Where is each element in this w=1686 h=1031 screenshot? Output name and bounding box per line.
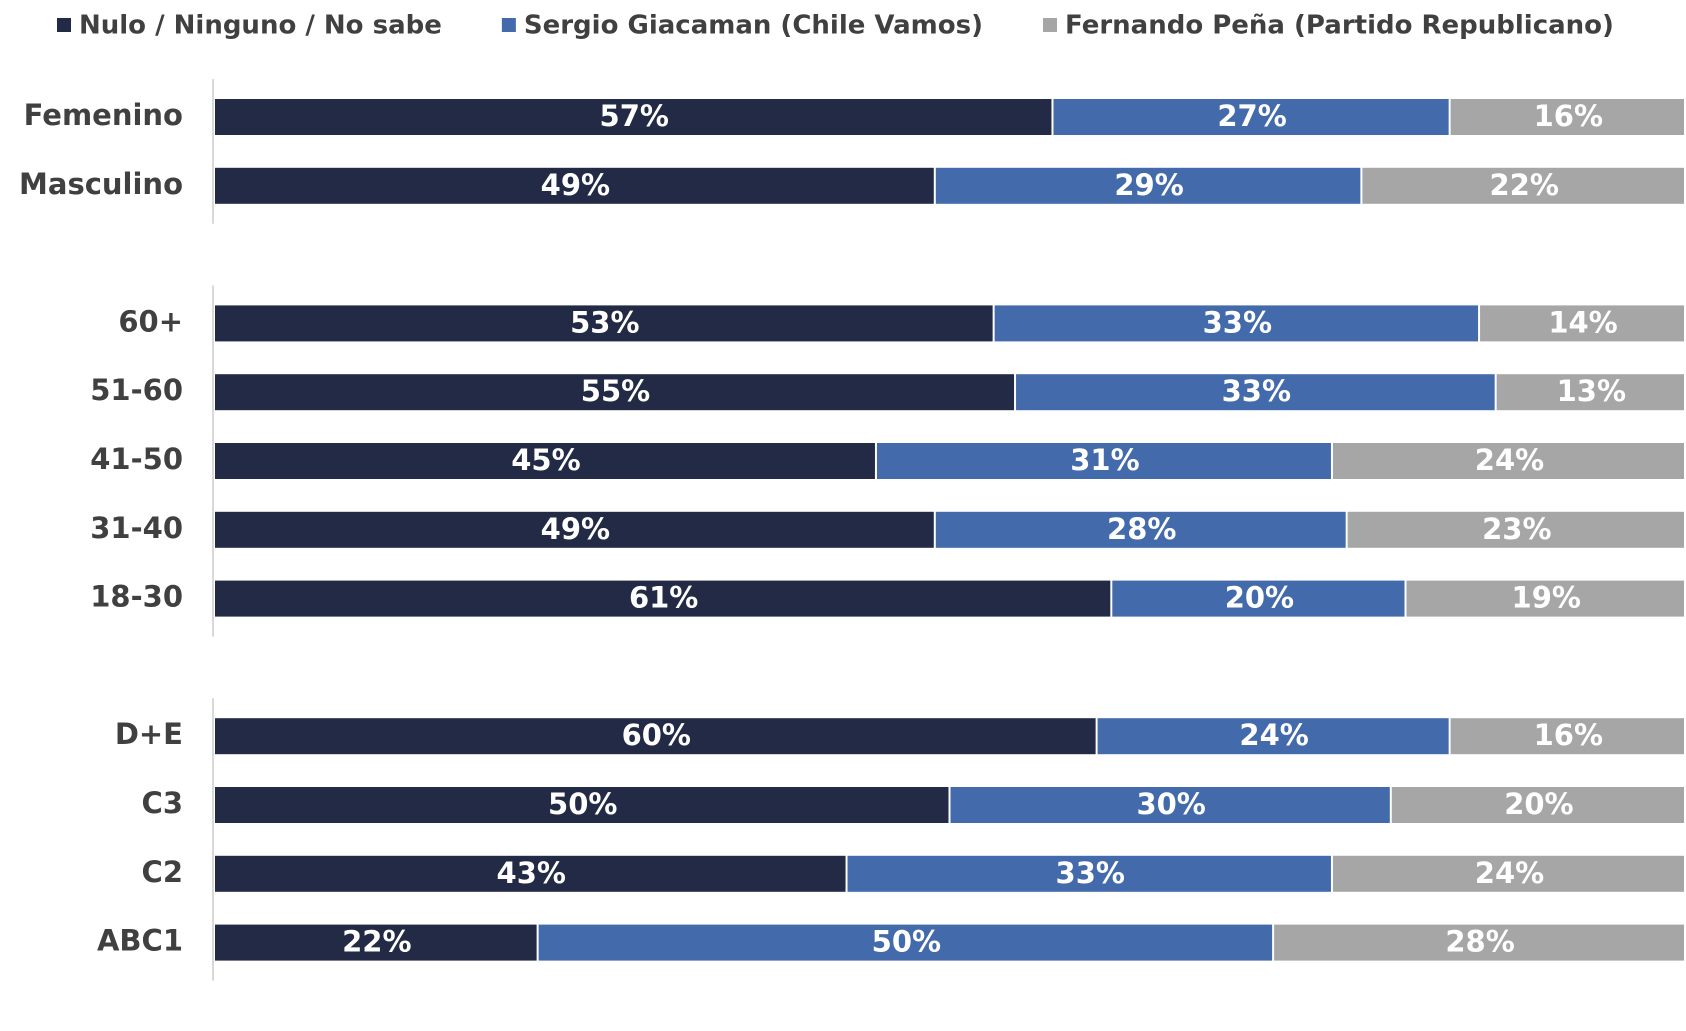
bar-segment [215, 855, 846, 892]
data-label: 49% [541, 512, 610, 546]
data-label: 22% [1489, 168, 1558, 202]
data-label: 53% [570, 305, 639, 339]
data-label: 16% [1534, 718, 1603, 752]
data-label: 61% [629, 581, 698, 615]
data-label: 24% [1239, 718, 1308, 752]
bar-segment [1347, 511, 1684, 548]
bar-segment [215, 580, 1111, 617]
bar-segment [215, 787, 949, 823]
bar-segment [1391, 787, 1684, 823]
category-label: C2 [142, 855, 183, 889]
data-label: 27% [1217, 99, 1286, 133]
bar-segment [1274, 924, 1684, 961]
bar-segment [1097, 718, 1449, 755]
data-label: 49% [541, 168, 610, 202]
category-label: 31-40 [90, 511, 183, 545]
data-label: 13% [1557, 374, 1626, 408]
bar-segment [1362, 167, 1684, 204]
category-label: C3 [142, 786, 183, 820]
data-label: 50% [872, 925, 941, 959]
data-label: 24% [1475, 856, 1544, 890]
bar-segment [215, 167, 934, 204]
bar-segment [950, 787, 1390, 823]
category-label: 41-50 [90, 442, 183, 476]
bar-segment [1480, 305, 1684, 342]
data-label: 29% [1114, 168, 1183, 202]
bar-segment [876, 443, 1331, 479]
legend-swatch [501, 18, 516, 32]
bar-segment [215, 443, 875, 479]
bar-segment [1332, 855, 1684, 892]
category-label: Masculino [19, 167, 183, 201]
bar-segment [1450, 718, 1684, 755]
data-label: 57% [600, 99, 669, 133]
legend-label: Fernando Peña (Partido Republicano) [1065, 11, 1614, 41]
category-label: D+E [115, 717, 183, 751]
data-label: 50% [548, 787, 617, 821]
data-label: 31% [1070, 443, 1139, 477]
legend-label: Nulo / Ninguno / No sabe [79, 11, 442, 41]
legend-swatch [1042, 18, 1057, 32]
bar-segment [1053, 99, 1449, 135]
category-label: 60+ [118, 304, 183, 338]
data-label: 20% [1504, 787, 1573, 821]
bar-segment [1406, 580, 1684, 617]
bar-segment [215, 305, 993, 342]
data-label: 33% [1222, 374, 1291, 408]
bar-segment [1016, 374, 1495, 411]
data-label: 30% [1136, 787, 1205, 821]
bar-segment [1112, 580, 1405, 617]
bar-segment [935, 511, 1346, 548]
bar-segment [847, 855, 1331, 892]
bar-segment [1496, 374, 1684, 411]
data-label: 28% [1107, 512, 1176, 546]
bar-segment [538, 924, 1273, 961]
data-label: 19% [1512, 581, 1581, 615]
bar-segment [215, 99, 1052, 135]
bar-segment [215, 511, 934, 548]
category-label: 18-30 [90, 580, 183, 614]
bar-segment [935, 167, 1361, 204]
data-label: 43% [497, 856, 566, 890]
category-label: 51-60 [90, 373, 183, 407]
bar-segment [1332, 443, 1684, 479]
data-label: 55% [581, 374, 650, 408]
bar-segment [215, 374, 1015, 411]
legend-swatch [57, 18, 71, 32]
data-label: 14% [1548, 305, 1617, 339]
data-label: 45% [511, 443, 580, 477]
legend-label: Sergio Giacaman (Chile Vamos) [524, 11, 983, 41]
data-label: 16% [1534, 99, 1603, 133]
data-label: 23% [1482, 512, 1551, 546]
data-label: 20% [1225, 581, 1294, 615]
bar-segment [1450, 99, 1684, 135]
bar-segment [215, 924, 537, 961]
data-label: 24% [1475, 443, 1544, 477]
bar-segment [994, 305, 1479, 342]
category-label: Femenino [24, 98, 183, 132]
data-label: 33% [1203, 305, 1272, 339]
data-label: 60% [622, 718, 691, 752]
bar-segment [215, 718, 1096, 755]
data-label: 22% [342, 925, 411, 959]
category-label: ABC1 [97, 924, 183, 958]
data-label: 28% [1445, 925, 1514, 959]
data-label: 33% [1056, 856, 1125, 890]
